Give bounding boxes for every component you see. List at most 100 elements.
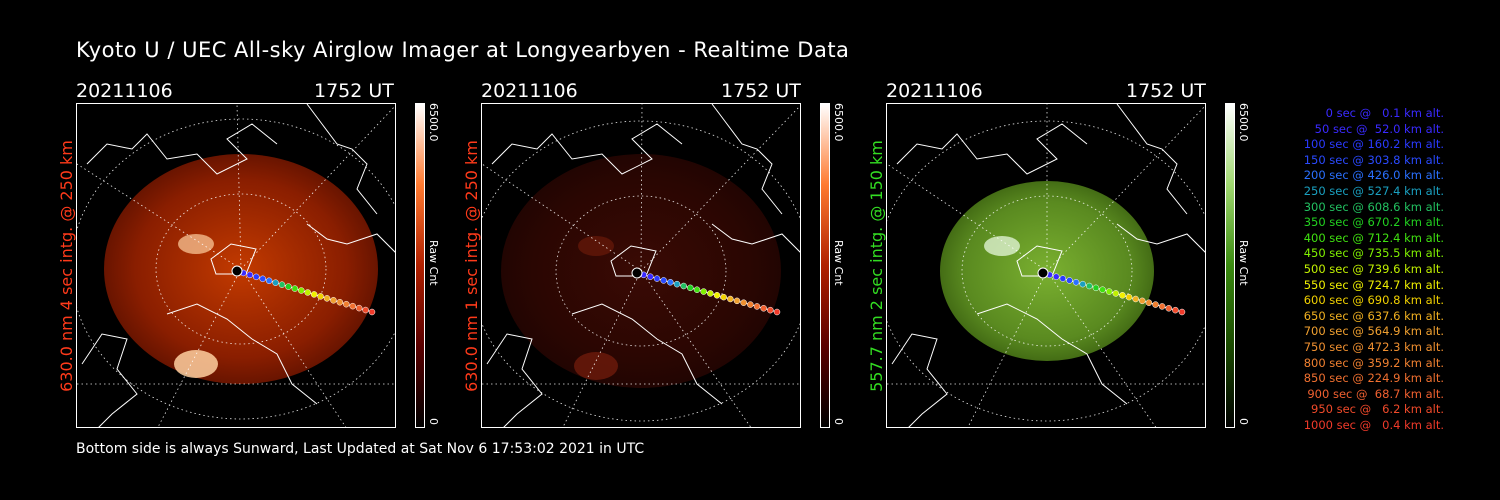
legend-row: 700 sec @ 564.9 km alt. (1303, 324, 1444, 339)
panel-3-side-label: 557.7 nm 2 sec intg. @ 150 km (867, 140, 886, 392)
airglow-patch (984, 236, 1020, 256)
trajectory-point (259, 275, 266, 283)
coastlines (891, 104, 1205, 427)
trajectory-point (753, 303, 761, 310)
legend-row: 300 sec @ 608.6 km alt. (1303, 199, 1444, 214)
trajectory-point (330, 297, 337, 304)
trajectory-point (700, 288, 707, 295)
trajectory-point (362, 306, 369, 314)
grid-lines (77, 104, 395, 427)
coastlines (486, 104, 800, 427)
trajectory-point (747, 301, 754, 308)
trajectory-point (653, 275, 661, 282)
trajectory-point (760, 305, 767, 312)
observatory-marker (1037, 267, 1049, 279)
trajectory-point (1165, 305, 1173, 312)
panel-3-allsky-map (886, 103, 1206, 428)
allsky-image (482, 104, 800, 427)
trajectory-point (272, 279, 279, 286)
legend-row: 1000 sec @ 0.4 km alt. (1303, 417, 1444, 432)
panel-1-time: 1752 UT (314, 80, 394, 102)
trajectory-point (1079, 280, 1086, 288)
legend-row: 150 sec @ 303.8 km alt. (1303, 152, 1444, 167)
trajectory-point (1052, 273, 1060, 280)
trajectory-point (1066, 277, 1073, 284)
trajectory-point (1132, 295, 1139, 303)
trajectory-point (1145, 299, 1153, 306)
trajectory-point (767, 306, 774, 314)
trajectory-point (707, 290, 714, 297)
panel-1-side-label: 630.0 nm 4 sec intg. @ 250 km (57, 140, 76, 392)
panel-2-colorbar-max: 6500.0 (832, 103, 845, 142)
trajectory-point (667, 279, 674, 286)
panel-1-colorbar-max: 6500.0 (427, 103, 440, 142)
panel-3-time: 1752 UT (1126, 80, 1206, 102)
trajectory-point (1172, 306, 1179, 314)
panel-1-date: 20211106 (76, 80, 173, 102)
trajectory-point (343, 300, 350, 308)
legend-row: 450 sec @ 735.5 km alt. (1303, 246, 1444, 261)
trajectory-point (1152, 301, 1159, 308)
panel-3-colorbar (1225, 103, 1235, 428)
trajectory-point (727, 295, 734, 303)
trajectory-point (1086, 282, 1093, 290)
legend-row: 650 sec @ 637.6 km alt. (1303, 308, 1444, 323)
panel-2-time: 1752 UT (721, 80, 801, 102)
trajectory-point (253, 273, 260, 281)
legend-row: 550 sec @ 724.7 km alt. (1303, 277, 1444, 292)
trajectory-point (291, 285, 299, 292)
trajectory-point (1178, 308, 1186, 316)
trajectory-point (310, 291, 318, 298)
trajectory-point (1072, 279, 1080, 286)
legend-row: 200 sec @ 426.0 km alt. (1303, 168, 1444, 183)
panel-2-colorbar-min: 0 (832, 418, 845, 425)
trajectory-line (1042, 272, 1183, 313)
legend-row: 50 sec @ 52.0 km alt. (1314, 121, 1444, 136)
trajectory-point (298, 287, 305, 294)
trajectory-point (246, 271, 254, 279)
legend-row: 350 sec @ 670.2 km alt. (1303, 215, 1444, 230)
panel-3-colorbar-max: 6500.0 (1237, 103, 1250, 142)
legend-row: 400 sec @ 712.4 km alt. (1303, 230, 1444, 245)
allsky-image (77, 104, 395, 427)
panel-3-date: 20211106 (886, 80, 983, 102)
trajectory-point (368, 308, 376, 316)
legend-row: 100 sec @ 160.2 km alt. (1303, 137, 1444, 152)
legend-row: 0 sec @ 0.1 km alt. (1325, 106, 1444, 120)
observatory-marker (231, 265, 243, 277)
trajectory-point (673, 280, 681, 288)
trajectory-point (336, 298, 344, 306)
trajectory-point (1099, 286, 1106, 293)
allsky-image (887, 104, 1205, 427)
legend-row: 750 sec @ 472.3 km alt. (1303, 339, 1444, 354)
trajectory-point (740, 299, 747, 306)
trajectory-point (1092, 284, 1100, 292)
trajectory-point (647, 273, 654, 280)
legend-row: 850 sec @ 224.9 km alt. (1303, 371, 1444, 386)
trajectory-point (1112, 290, 1120, 297)
panel-3-colorbar-unit: Raw Cnt (1237, 240, 1250, 286)
grid-lines (887, 104, 1205, 427)
trajectory-point (304, 289, 311, 296)
trajectory-point (1119, 292, 1126, 299)
panel-3-colorbar-min: 0 (1237, 418, 1250, 425)
trajectory-point (1125, 293, 1133, 301)
trajectory-point (1139, 297, 1146, 305)
airglow-patch (178, 234, 214, 254)
page-title: Kyoto U / UEC All-sky Airglow Imager at … (76, 38, 850, 62)
airglow-patch (574, 352, 618, 380)
airglow-patch (174, 350, 218, 378)
trajectory-line (236, 270, 373, 313)
legend-row: 900 sec @ 68.7 km alt. (1307, 386, 1444, 401)
trajectory-point (720, 293, 727, 301)
trajectory-point (355, 304, 363, 312)
trajectory-point (285, 283, 292, 290)
trajectory-point (733, 297, 741, 305)
panel-2-allsky-map (481, 103, 801, 428)
trajectory-point (1059, 275, 1067, 282)
panel-2-colorbar (820, 103, 830, 428)
panel-2-colorbar-unit: Raw Cnt (832, 240, 845, 286)
panel-1-allsky-map (76, 103, 396, 428)
panel-1-colorbar (415, 103, 425, 428)
trajectory-legend: 0 sec @ 0.1 km alt. 50 sec @ 52.0 km alt.… (1262, 106, 1444, 433)
